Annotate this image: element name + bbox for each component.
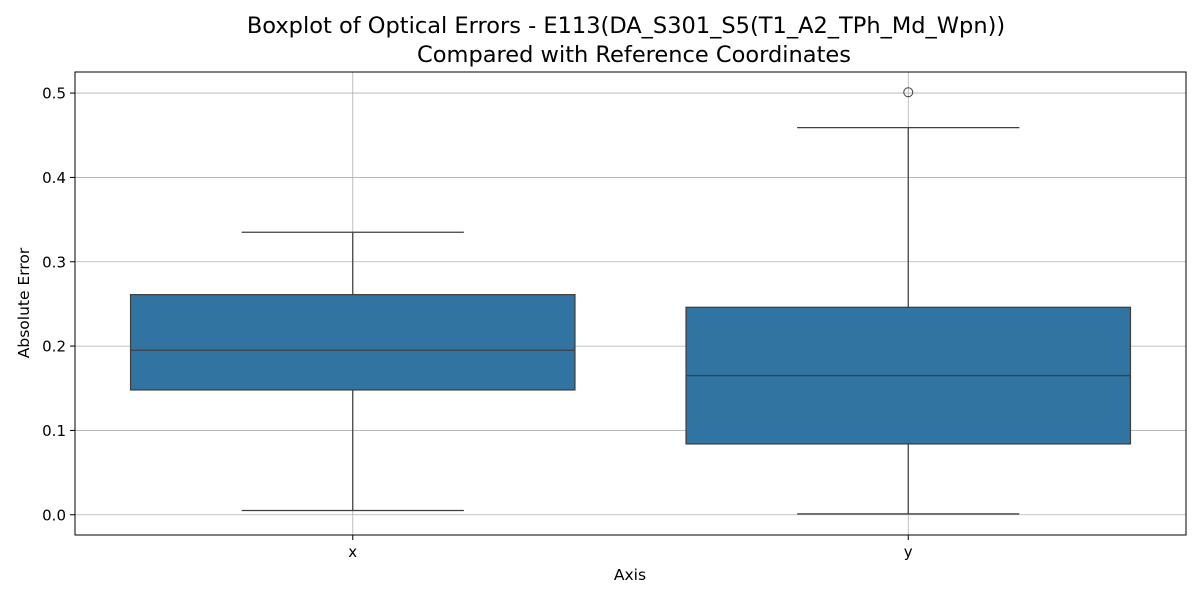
box-group-y [685,87,1132,515]
y-tick-label: 0.2 [42,338,66,356]
box-group-x [129,231,576,512]
y-tick-label: 0.4 [42,169,66,187]
iqr-box [129,294,576,391]
y-tick-label: 0.0 [42,506,66,524]
y-tick-label: 0.1 [42,422,66,440]
outlier-point [903,87,914,98]
axes-layer: 0.0 0.1 0.2 0.3 0.4 0.5 x y [42,71,1187,561]
chart-title: Boxplot of Optical Errors - E113(DA_S301… [247,13,1005,68]
x-tick-label: x [348,543,357,561]
y-tick-label: 0.3 [42,253,66,271]
y-axis-label: Absolute Error [15,247,33,358]
chart-title-line1: Boxplot of Optical Errors - E113(DA_S301… [247,13,1005,39]
x-tick-label: y [904,543,913,561]
plot-frame [74,71,1187,536]
x-axis-label: Axis [614,566,646,584]
y-tick-label: 0.5 [42,85,66,103]
chart-title-line2: Compared with Reference Coordinates [417,42,851,68]
boxes-layer [129,87,1132,515]
